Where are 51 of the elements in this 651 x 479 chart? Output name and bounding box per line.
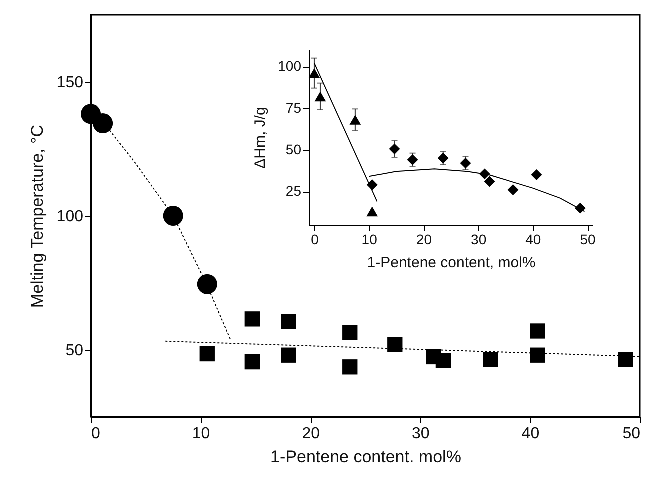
point <box>530 348 546 363</box>
point <box>163 206 184 226</box>
point <box>308 68 320 78</box>
y-tick-label: 100 <box>278 58 302 74</box>
point <box>342 360 358 375</box>
point <box>407 154 418 166</box>
point <box>93 114 114 134</box>
x-tick-label: 30 <box>412 426 430 442</box>
point <box>508 184 519 196</box>
point <box>389 144 400 155</box>
x-tick-label: 20 <box>302 426 320 442</box>
x-tick-label: 0 <box>92 426 100 442</box>
x-tick-label: 40 <box>526 232 542 248</box>
x-tick-label: 0 <box>311 232 320 248</box>
y-tick-label: 150 <box>56 74 84 92</box>
y-tick-label: 50 <box>286 142 302 158</box>
x-tick-label: 50 <box>580 232 596 248</box>
x-tick-label: 10 <box>192 426 210 442</box>
point <box>388 337 403 352</box>
point <box>314 92 326 102</box>
x-axis-title: 1-Pentene content, mol% <box>367 254 536 272</box>
point <box>483 352 498 368</box>
point <box>438 152 449 164</box>
x-tick-label: 10 <box>362 232 378 248</box>
x-tick-label: 50 <box>622 426 641 442</box>
point <box>244 354 260 370</box>
x-axis-title: 1-Pentene content. mol% <box>270 448 462 466</box>
point <box>436 353 452 368</box>
line-series <box>368 168 586 212</box>
point <box>197 274 218 294</box>
point <box>530 324 546 339</box>
y-tick-label: 50 <box>66 342 84 360</box>
point <box>618 352 634 368</box>
point <box>484 176 496 188</box>
y-axis-title: Melting Temperature, °C <box>28 124 47 308</box>
point <box>366 206 378 217</box>
point <box>200 346 215 362</box>
point <box>350 115 362 125</box>
y-axis-title: ΔHm, J/g <box>252 107 270 169</box>
point <box>460 158 472 169</box>
point <box>531 170 542 180</box>
point <box>281 348 296 363</box>
point <box>244 312 260 327</box>
x-tick-label: 20 <box>416 232 432 248</box>
y-tick-label: 25 <box>286 183 302 200</box>
y-tick-label: 75 <box>286 100 302 116</box>
point <box>281 314 296 330</box>
y-tick-label: 100 <box>56 208 84 226</box>
point <box>342 325 358 340</box>
x-tick-label: 40 <box>522 426 540 442</box>
x-tick-label: 30 <box>471 232 487 248</box>
